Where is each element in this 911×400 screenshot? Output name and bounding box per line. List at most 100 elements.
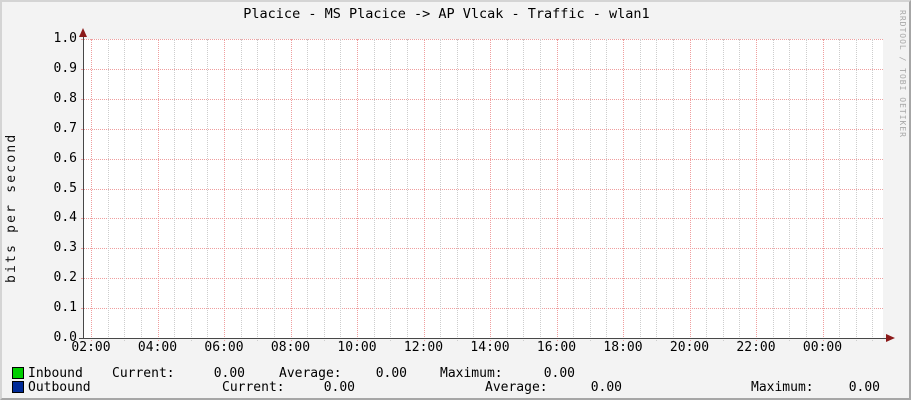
grid-major-vertical [822, 39, 824, 341]
y-tick-label: 1.0 [53, 31, 77, 46]
y-tick-label: 0.3 [53, 240, 77, 256]
legend-stat-label: Maximum: [751, 380, 814, 395]
grid-minor-vertical [523, 39, 525, 341]
legend-stat-value: 0.00 [213, 366, 245, 381]
grid-major-vertical [490, 39, 491, 341]
grid-major-horizontal [81, 218, 883, 220]
y-axis-arrow-icon [79, 28, 87, 37]
x-tick-label: 16:00 [536, 340, 577, 355]
grid-minor-vertical [273, 39, 275, 341]
x-tick-label: 18:00 [603, 340, 643, 355]
plot-area [81, 39, 883, 341]
y-tick-label: 0.2 [53, 270, 77, 286]
grid-major-vertical [556, 39, 558, 341]
legend-stat-label: Current: [112, 366, 175, 381]
grid-minor-vertical [440, 39, 442, 341]
grid-major-vertical [157, 39, 159, 341]
legend-stat-label: Maximum: [440, 366, 503, 381]
y-tick-label: 0.0 [53, 330, 77, 345]
grid-minor-vertical [606, 39, 608, 341]
grid-major-horizontal [81, 98, 883, 100]
grid-minor-vertical [456, 39, 458, 341]
grid-minor-vertical [240, 39, 242, 341]
grid-minor-vertical [656, 39, 658, 341]
grid-major-horizontal [81, 248, 883, 250]
x-tick-label: 02:00 [71, 340, 111, 355]
y-tick-label: 0.9 [53, 60, 77, 76]
grid-minor-vertical [672, 39, 674, 341]
legend-stat-value: 0.00 [543, 366, 575, 381]
legend-stat-value: 0.00 [323, 380, 355, 395]
grid-minor-vertical [207, 39, 209, 341]
grid-minor-vertical [340, 39, 342, 341]
grid-minor-vertical [772, 39, 774, 341]
grid-major-vertical [91, 39, 92, 341]
grid-minor-vertical [872, 39, 874, 341]
grid-major-vertical [290, 39, 292, 341]
grid-major-horizontal [81, 188, 883, 190]
y-tick-label: 0.7 [53, 120, 77, 136]
x-tick-label: 08:00 [270, 340, 311, 355]
y-tick-label: 0.1 [53, 300, 77, 316]
grid-minor-vertical [539, 39, 541, 341]
inbound-swatch [12, 367, 24, 379]
outbound-swatch [12, 381, 24, 393]
grid-minor-vertical [257, 39, 259, 341]
grid-major-horizontal [81, 68, 883, 70]
grid-minor-vertical [506, 39, 508, 341]
grid-major-horizontal [81, 158, 883, 160]
grid-major-vertical [689, 39, 691, 341]
grid-minor-vertical [722, 39, 724, 341]
grid-minor-vertical [124, 39, 126, 341]
grid-major-vertical [224, 39, 225, 341]
legend-stat-value: 0.00 [375, 366, 407, 381]
grid-minor-vertical [390, 39, 392, 341]
grid-major-vertical [357, 39, 358, 341]
grid-major-vertical [423, 39, 425, 341]
grid-major-horizontal [81, 308, 883, 310]
grid-minor-vertical [573, 39, 575, 341]
graph-title: Placice - MS Placice -> AP Vlcak - Traff… [243, 6, 650, 22]
grid-minor-vertical [739, 39, 741, 341]
grid-minor-vertical [307, 39, 309, 341]
legend-stat-label: Average: [485, 380, 548, 395]
x-tick-label: 04:00 [137, 340, 178, 355]
grid-minor-vertical [855, 39, 857, 341]
grid-major-horizontal [81, 39, 883, 40]
x-tick-label: 22:00 [736, 340, 776, 355]
legend-series-name: Inbound [28, 366, 83, 381]
legend-series-name: Outbound [28, 380, 91, 395]
x-tick-label: 14:00 [470, 340, 510, 355]
grid-major-vertical [623, 39, 624, 341]
rrdtool-watermark: RRDTOOL / TOBI OETIKER [898, 10, 907, 138]
grid-minor-vertical [323, 39, 325, 341]
grid-minor-vertical [140, 39, 142, 341]
legend-stat-label: Average: [279, 366, 342, 381]
grid-major-horizontal [81, 128, 883, 130]
legend-stat-value: 0.00 [590, 380, 622, 395]
y-tick-label: 0.4 [53, 210, 77, 226]
grid-minor-vertical [190, 39, 192, 341]
y-axis-line [83, 32, 84, 338]
grid-minor-vertical [639, 39, 641, 341]
grid-minor-vertical [406, 39, 408, 341]
x-tick-label: 00:00 [802, 340, 843, 355]
x-tick-label: 12:00 [403, 340, 444, 355]
x-tick-label: 10:00 [337, 340, 377, 355]
grid-minor-vertical [805, 39, 807, 341]
legend-stat-value: 0.00 [848, 380, 880, 395]
grid-minor-vertical [589, 39, 591, 341]
legend-stat-label: Current: [222, 380, 285, 395]
grid-minor-vertical [473, 39, 475, 341]
x-tick-label: 20:00 [669, 340, 710, 355]
grid-minor-vertical [789, 39, 791, 341]
grid-major-horizontal [81, 278, 883, 280]
grid-minor-vertical [107, 39, 109, 341]
x-axis-arrow-icon [886, 334, 895, 342]
x-tick-label: 06:00 [204, 340, 244, 355]
grid-minor-vertical [373, 39, 375, 341]
grid-minor-vertical [174, 39, 176, 341]
y-tick-label: 0.8 [53, 90, 77, 106]
grid-minor-vertical [706, 39, 708, 341]
